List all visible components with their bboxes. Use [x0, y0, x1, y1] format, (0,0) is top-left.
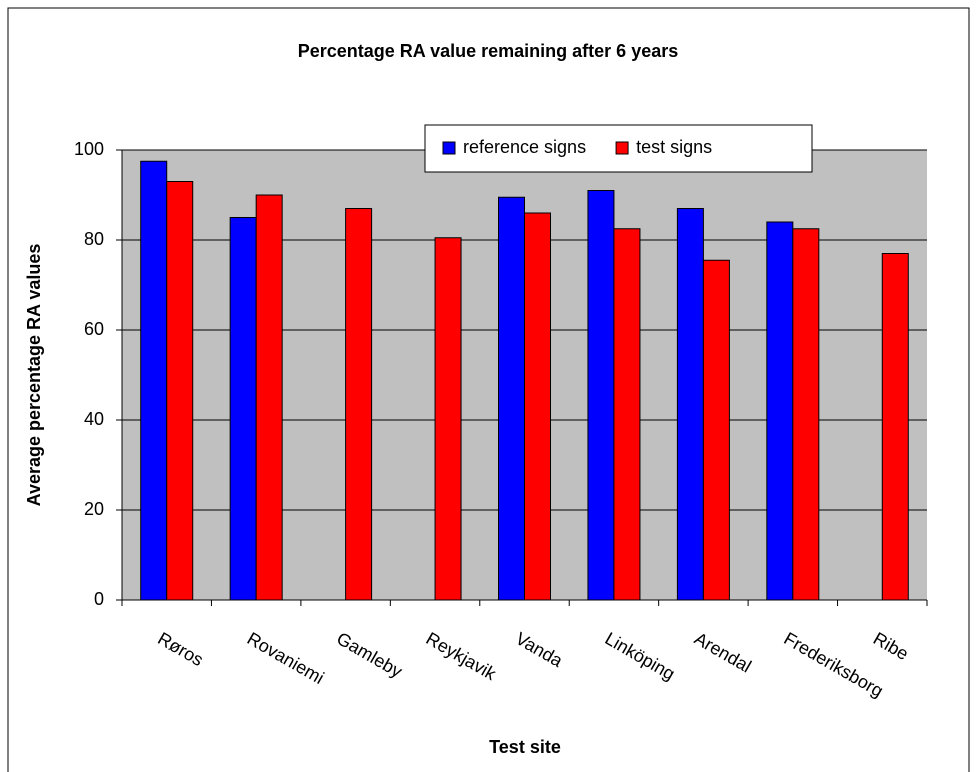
bar: [587, 190, 615, 601]
chart-title: Percentage RA value remaining after 6 ye…: [298, 41, 679, 61]
bar: [229, 217, 257, 601]
y-tick-label: 100: [74, 139, 104, 159]
bar: [766, 221, 794, 601]
bar: [140, 160, 168, 601]
legend-swatch: [442, 141, 456, 155]
legend-label: reference signs: [463, 137, 586, 157]
bar: [498, 196, 525, 601]
y-tick-label: 0: [94, 589, 104, 609]
bar: [434, 237, 462, 601]
y-tick-label: 40: [84, 409, 104, 429]
legend-swatch: [615, 141, 629, 155]
x-axis-label: Test site: [489, 737, 561, 757]
bar: [166, 181, 194, 601]
bar: [613, 228, 641, 601]
y-tick-label: 60: [84, 319, 104, 339]
bar: [676, 208, 704, 601]
bar: [792, 228, 820, 601]
y-tick-label: 80: [84, 229, 104, 249]
bar: [345, 208, 373, 601]
legend-label: test signs: [636, 137, 712, 157]
bar: [702, 259, 730, 601]
y-axis-label: Average percentage RA values: [24, 244, 44, 507]
bar: [881, 253, 909, 601]
bar: [255, 194, 283, 601]
y-tick-label: 20: [84, 499, 104, 519]
bar: [524, 212, 551, 601]
